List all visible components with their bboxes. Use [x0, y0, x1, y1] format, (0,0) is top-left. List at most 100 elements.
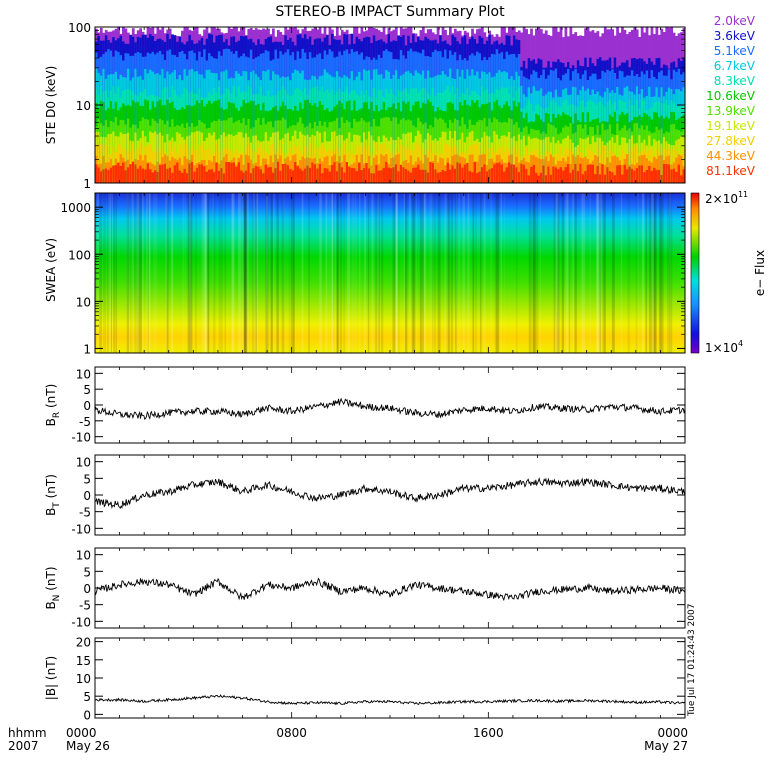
ste-band-mark	[259, 143, 263, 183]
ste-band-mark	[562, 157, 565, 183]
ste-band-mark	[569, 172, 573, 183]
swea-stripe	[539, 193, 541, 353]
ste-band-mark	[112, 165, 115, 183]
time-tick-label: 0800	[276, 726, 307, 740]
ytick-label: 0	[83, 399, 91, 413]
swea-stripe	[661, 193, 664, 353]
ste-band-mark	[313, 164, 317, 183]
swea-stripe	[184, 193, 187, 353]
ste-band-mark	[353, 168, 356, 183]
ste-band-mark	[144, 169, 147, 183]
swea-stripe	[458, 193, 460, 353]
ste-band-mark	[301, 156, 305, 183]
swea-stripe	[115, 193, 117, 353]
ste-band-mark	[158, 165, 162, 183]
swea-ytick-label: 100	[68, 248, 91, 262]
swea-stripe	[195, 193, 197, 353]
ste-band-mark	[281, 164, 285, 183]
ste-band-mark	[421, 169, 425, 183]
swea-stripe	[409, 193, 411, 353]
swea-stripe	[187, 193, 191, 353]
ste-band-mark	[129, 164, 133, 183]
ste-band-mark	[527, 175, 531, 183]
time-tick-label: 1600	[473, 726, 504, 740]
bt-trace	[94, 477, 686, 509]
ytick-label: 0	[83, 489, 91, 503]
swea-stripe	[182, 193, 184, 353]
ste-band-mark	[594, 174, 597, 183]
ste-band-mark	[562, 170, 565, 183]
ste-band-mark	[249, 159, 253, 183]
swea-stripe	[515, 193, 518, 353]
ste-band-mark	[589, 164, 592, 183]
ste-band-mark	[493, 164, 497, 183]
ste-band-mark	[648, 166, 651, 183]
swea-stripe	[404, 193, 408, 353]
ste-band-mark	[542, 165, 546, 183]
swea-stripe	[190, 193, 193, 353]
ste-band-mark	[227, 162, 231, 183]
ste-band-mark	[95, 164, 98, 183]
ste-band-mark	[623, 164, 627, 183]
ste-band-mark	[178, 157, 182, 183]
swea-stripe	[572, 193, 575, 353]
swea-stripe	[658, 193, 662, 353]
swea-stripe	[293, 193, 295, 353]
ste-band-mark	[574, 164, 578, 183]
ste-band-mark	[377, 170, 381, 183]
ste-band-mark	[99, 171, 103, 183]
ste-band-mark	[677, 164, 681, 183]
ste-band-mark	[535, 157, 538, 183]
swea-stripe	[635, 193, 638, 353]
ste-band-mark	[424, 169, 428, 183]
swea-stripe	[431, 193, 433, 353]
ste-ytick-label: 1	[83, 177, 91, 191]
swea-stripe	[126, 193, 129, 353]
ste-band-mark	[303, 168, 307, 183]
ste-band-mark	[567, 164, 570, 183]
ste-band-mark	[124, 170, 128, 183]
ste-band-mark	[176, 162, 179, 183]
ste-band-mark	[485, 171, 489, 183]
swea-stripe	[582, 193, 586, 353]
swea-stripe	[351, 193, 354, 353]
swea-stripe	[653, 193, 655, 353]
ste-band-mark	[544, 156, 548, 183]
ste-band-mark	[653, 167, 656, 183]
ste-band-mark	[584, 171, 587, 183]
ste-band-mark	[279, 155, 283, 183]
swea-stripe	[567, 193, 570, 353]
ste-band-mark	[404, 169, 408, 183]
swea-stripe	[381, 193, 384, 353]
ste-band-mark	[274, 168, 278, 183]
year-label: 2007	[8, 739, 39, 753]
ste-band-mark	[134, 164, 138, 183]
legend-entry: 27.8keV	[706, 134, 756, 148]
ytick-label: -5	[79, 599, 91, 613]
swea-stripe	[574, 193, 577, 353]
swea-stripe	[354, 193, 357, 353]
ste-band-mark	[645, 169, 649, 183]
ste-band-mark	[328, 171, 332, 183]
ste-band-mark	[426, 172, 430, 183]
ste-band-mark	[210, 169, 214, 183]
ste-band-mark	[446, 162, 450, 183]
swea-panel: SWEA (eV) 1 10 100 1000 2×1011 1×104 e− Flu…	[44, 190, 767, 356]
ste-band-mark	[102, 169, 106, 183]
ste-band-mark	[517, 172, 521, 183]
swea-stripe	[281, 193, 285, 353]
swea-stripe	[392, 193, 396, 353]
swea-stripe	[288, 193, 291, 353]
ytick-label: 10	[76, 456, 91, 470]
ste-band-mark	[640, 165, 644, 183]
swea-stripe	[497, 193, 500, 353]
swea-stripe	[238, 193, 241, 353]
swea-ytick-label: 1000	[60, 201, 91, 215]
ste-ylabel: STE D0 (keV)	[44, 66, 58, 145]
ste-band-mark	[576, 171, 580, 183]
ste-band-mark	[611, 156, 615, 183]
ste-band-mark	[244, 170, 248, 183]
ytick-label: 5	[83, 565, 91, 579]
swea-stripe	[243, 193, 247, 353]
ste-band-mark	[483, 164, 487, 183]
